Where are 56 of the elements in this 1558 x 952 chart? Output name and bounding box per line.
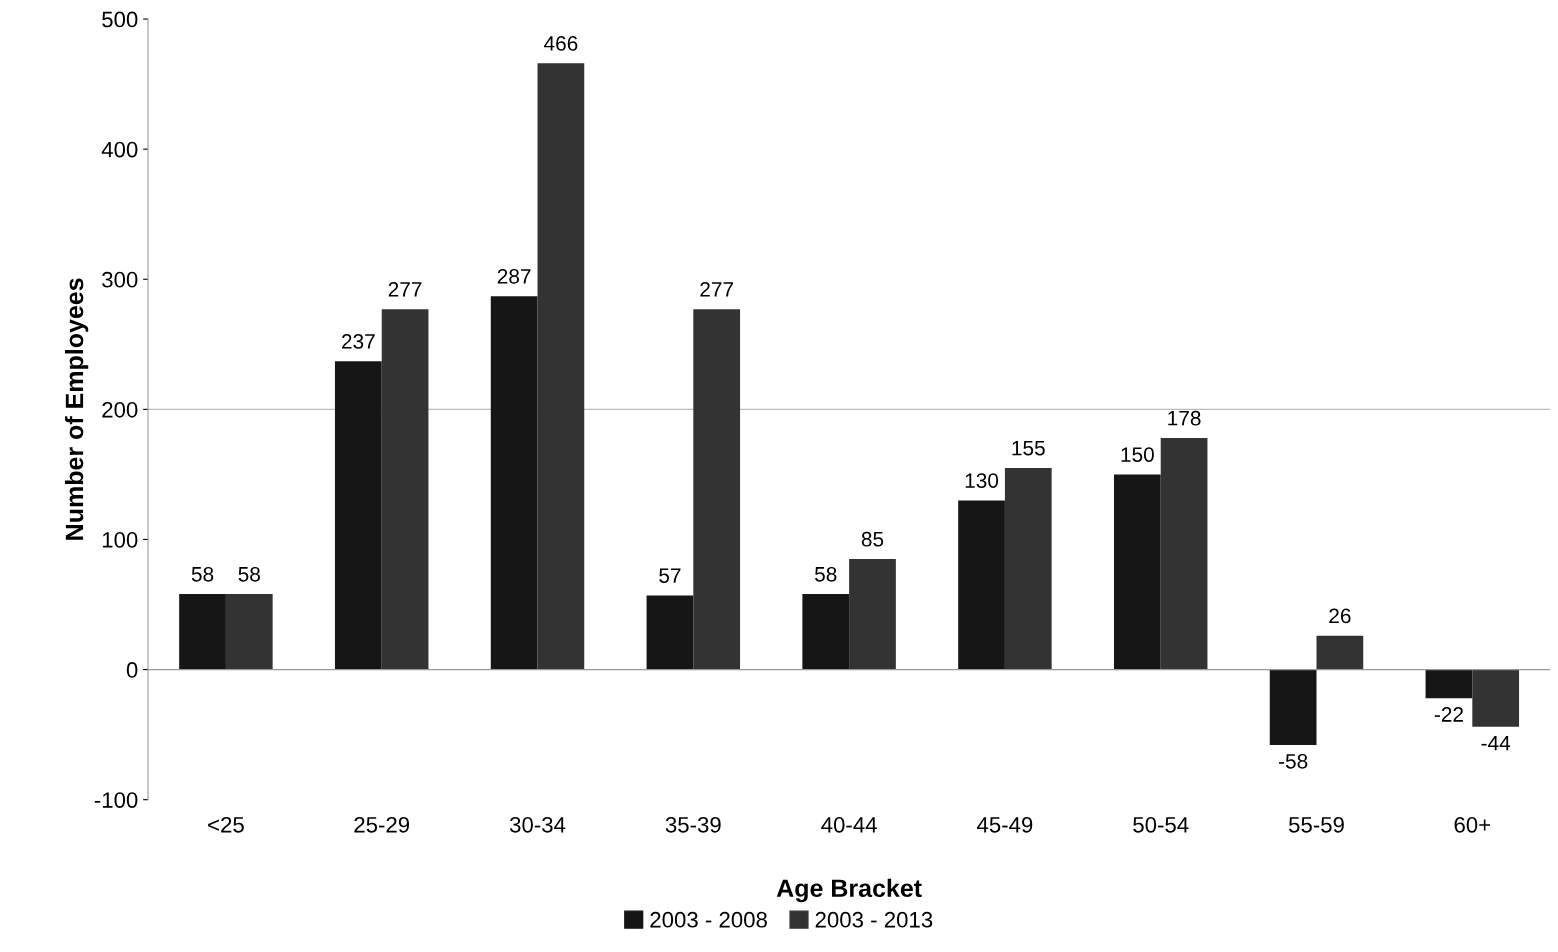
data-label: -44 (1481, 735, 1511, 751)
bar (381, 309, 429, 670)
x-tick-label: 45-49 (977, 816, 1033, 833)
bar (693, 309, 741, 670)
y-tick-label: 400 (101, 141, 138, 158)
bar (646, 595, 694, 670)
data-label: 85 (861, 531, 884, 547)
x-tick-label: 35-39 (665, 816, 721, 833)
bar (334, 361, 382, 670)
data-label: 26 (1329, 608, 1351, 624)
bar (537, 63, 585, 670)
data-label: 58 (191, 566, 214, 582)
bar (958, 500, 1005, 670)
x-axis-title: Age Bracket (776, 878, 922, 903)
x-tick-label: 40-44 (821, 816, 877, 833)
bar (849, 558, 896, 670)
x-tick-label: 30-34 (509, 816, 566, 833)
data-label: 277 (700, 281, 734, 297)
data-label: 466 (543, 36, 578, 51)
data-label: 58 (238, 566, 260, 582)
y-axis-title: Number of Employees (64, 278, 89, 540)
bar (490, 296, 538, 670)
bar (1004, 467, 1052, 670)
x-tick-label: 60+ (1454, 816, 1491, 833)
bar (179, 594, 226, 670)
x-tick-label: 50-54 (1133, 816, 1189, 833)
data-label: 150 (1121, 447, 1154, 462)
bar (1472, 669, 1520, 727)
y-tick-label: 100 (102, 532, 138, 548)
y-tick-label: 200 (102, 401, 138, 418)
bar (1113, 474, 1161, 670)
bar (225, 594, 273, 670)
data-label: -22 (1434, 707, 1463, 722)
y-tick-label: 0 (126, 662, 138, 678)
y-tick-label: 300 (102, 271, 138, 288)
y-tick-label: -100 (94, 792, 138, 808)
legend-label: 2003 - 2013 (815, 911, 933, 928)
data-label: 155 (1012, 440, 1045, 456)
bar (1269, 669, 1317, 746)
bar (802, 594, 850, 670)
bar (1425, 669, 1473, 699)
data-label: 178 (1168, 410, 1201, 426)
data-label: -58 (1279, 753, 1308, 769)
x-tick-label: 55-59 (1288, 816, 1344, 833)
data-label: 57 (659, 568, 681, 583)
bar (1160, 437, 1208, 670)
data-label: 58 (814, 566, 837, 582)
x-tick-label: <25 (208, 816, 244, 833)
data-label: 277 (388, 281, 422, 297)
y-tick-label: 500 (102, 11, 138, 28)
x-tick-label: 25-29 (354, 816, 410, 833)
data-label: 130 (965, 473, 999, 488)
legend-label: 2003 - 2008 (650, 911, 767, 928)
data-label: 287 (497, 268, 531, 284)
bar (1316, 635, 1364, 670)
data-label: 237 (342, 334, 375, 349)
